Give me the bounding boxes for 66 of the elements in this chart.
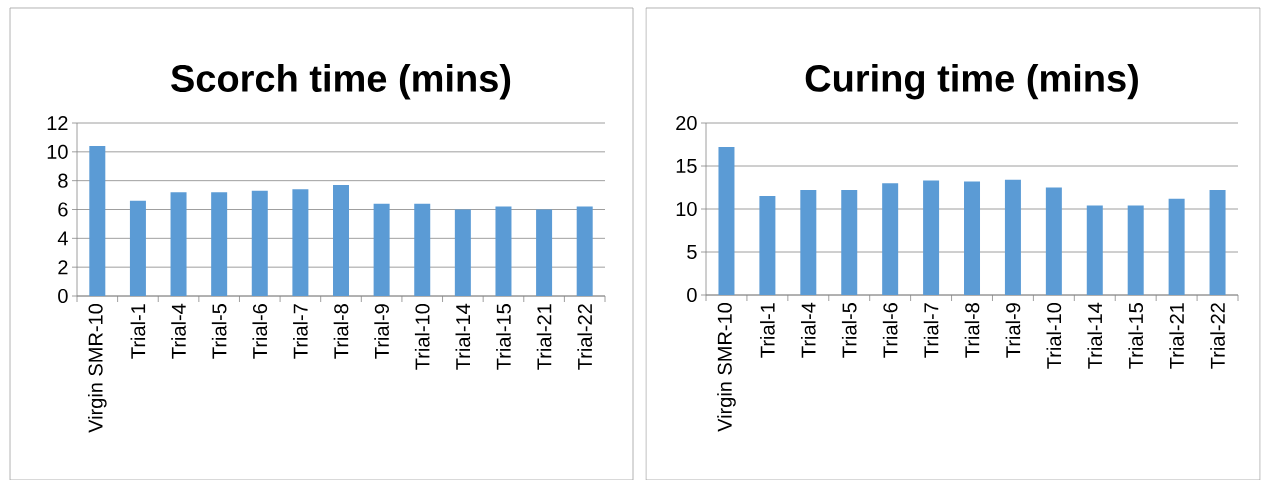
x-tick-label: Trial-21 (1169, 303, 1184, 369)
bar (800, 190, 817, 295)
x-tick-label: Virgin SMR-10 (717, 303, 736, 432)
bar (251, 190, 268, 296)
bar (882, 183, 899, 295)
bar (576, 206, 593, 296)
bar (718, 147, 735, 295)
x-tick-label: Trial-15 (496, 304, 511, 370)
bar (1209, 190, 1226, 295)
x-tick-label: Trial-5 (211, 304, 227, 359)
x-tick-label: Trial-21 (536, 304, 552, 370)
bar (211, 192, 228, 296)
y-tick-label: 2 (58, 260, 68, 275)
y-tick-label: 4 (57, 231, 68, 246)
bar (841, 190, 858, 295)
bar (759, 196, 776, 295)
x-tick-label: Trial-14 (1087, 302, 1103, 369)
bar (1168, 198, 1185, 295)
x-tick-label: Trial-9 (374, 304, 389, 359)
x-tick-label: Trial-7 (293, 304, 308, 359)
x-tick-label: Trial-8 (333, 304, 349, 359)
bar (1086, 205, 1103, 295)
x-tick-label: Trial-6 (882, 303, 898, 358)
bar (454, 209, 471, 296)
bar (373, 203, 390, 296)
x-tick-label: Trial-9 (1005, 303, 1021, 358)
bar (536, 209, 553, 296)
x-tick-label: Trial-7 (923, 303, 939, 358)
y-tick-label: 12 (47, 116, 68, 130)
bar (964, 181, 981, 295)
y-tick-label: 0 (687, 287, 697, 303)
x-tick-label: Virgin SMR-10 (87, 304, 107, 433)
bar (495, 206, 512, 296)
y-tick-label: 0 (58, 288, 68, 304)
x-tick-label: Trial-5 (841, 303, 857, 358)
y-tick-label: 8 (58, 173, 68, 188)
y-tick-label: 6 (58, 202, 68, 217)
bar (1004, 179, 1021, 295)
y-tick-label: 20 (676, 115, 697, 131)
bar (170, 192, 187, 296)
x-tick-label: Trial-4 (800, 302, 816, 358)
y-tick-label: 15 (676, 159, 697, 173)
bar (414, 203, 431, 296)
bar (1127, 205, 1144, 295)
x-tick-label: Trial-10 (414, 304, 430, 370)
x-tick-label: Trial-22 (1210, 303, 1225, 369)
y-tick-label: 10 (47, 144, 68, 159)
x-tick-label: Trial-14 (455, 303, 471, 370)
x-tick-label: Trial-8 (964, 303, 980, 358)
x-tick-label: Trial-15 (1128, 303, 1144, 369)
bar (923, 180, 940, 295)
bar (1045, 187, 1062, 295)
x-tick-label: Trial-1 (760, 303, 775, 358)
bar (292, 189, 309, 296)
chart-title: Scorch time (mins) (171, 64, 511, 100)
y-tick-label: 5 (687, 245, 697, 259)
x-tick-label: Trial-6 (252, 304, 268, 359)
bar (129, 200, 146, 296)
bar (333, 184, 350, 296)
y-tick-label: 10 (676, 201, 697, 217)
x-tick-label: Trial-10 (1046, 303, 1062, 369)
chart-title: Curing time (mins) (805, 63, 1138, 100)
x-tick-label: Trial-4 (171, 303, 186, 359)
x-tick-label: Trial-22 (577, 304, 593, 370)
bar (89, 146, 106, 296)
x-tick-label: Trial-1 (130, 304, 146, 359)
